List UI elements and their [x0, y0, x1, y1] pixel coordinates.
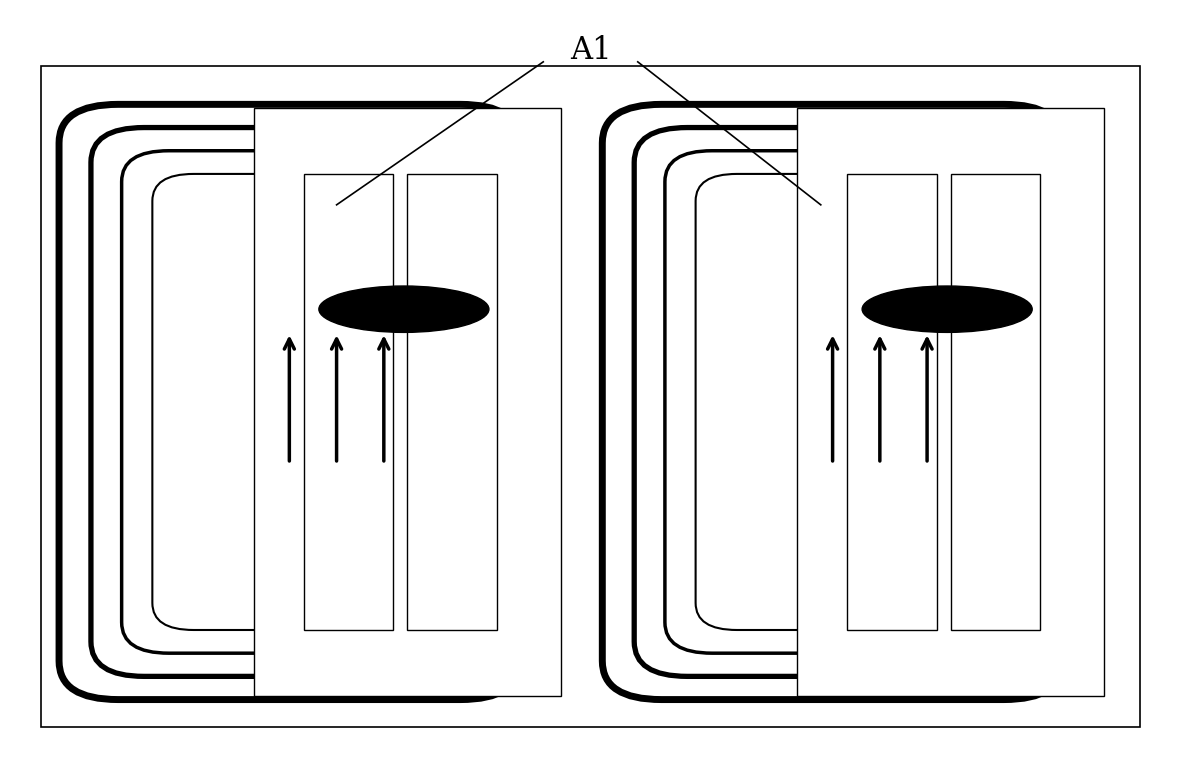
FancyBboxPatch shape: [152, 174, 426, 630]
Bar: [847, 174, 937, 630]
FancyBboxPatch shape: [696, 174, 970, 630]
FancyBboxPatch shape: [59, 104, 520, 700]
FancyBboxPatch shape: [122, 151, 457, 653]
Bar: [951, 174, 1040, 630]
Text: A1: A1: [569, 35, 612, 66]
Bar: [254, 108, 561, 696]
Ellipse shape: [319, 286, 489, 332]
FancyBboxPatch shape: [602, 104, 1063, 700]
Bar: [304, 174, 393, 630]
FancyBboxPatch shape: [665, 151, 1000, 653]
FancyBboxPatch shape: [634, 128, 1031, 676]
Bar: [797, 108, 1104, 696]
FancyBboxPatch shape: [91, 128, 488, 676]
Bar: [407, 174, 497, 630]
Bar: [41, 66, 1140, 727]
Ellipse shape: [862, 286, 1032, 332]
